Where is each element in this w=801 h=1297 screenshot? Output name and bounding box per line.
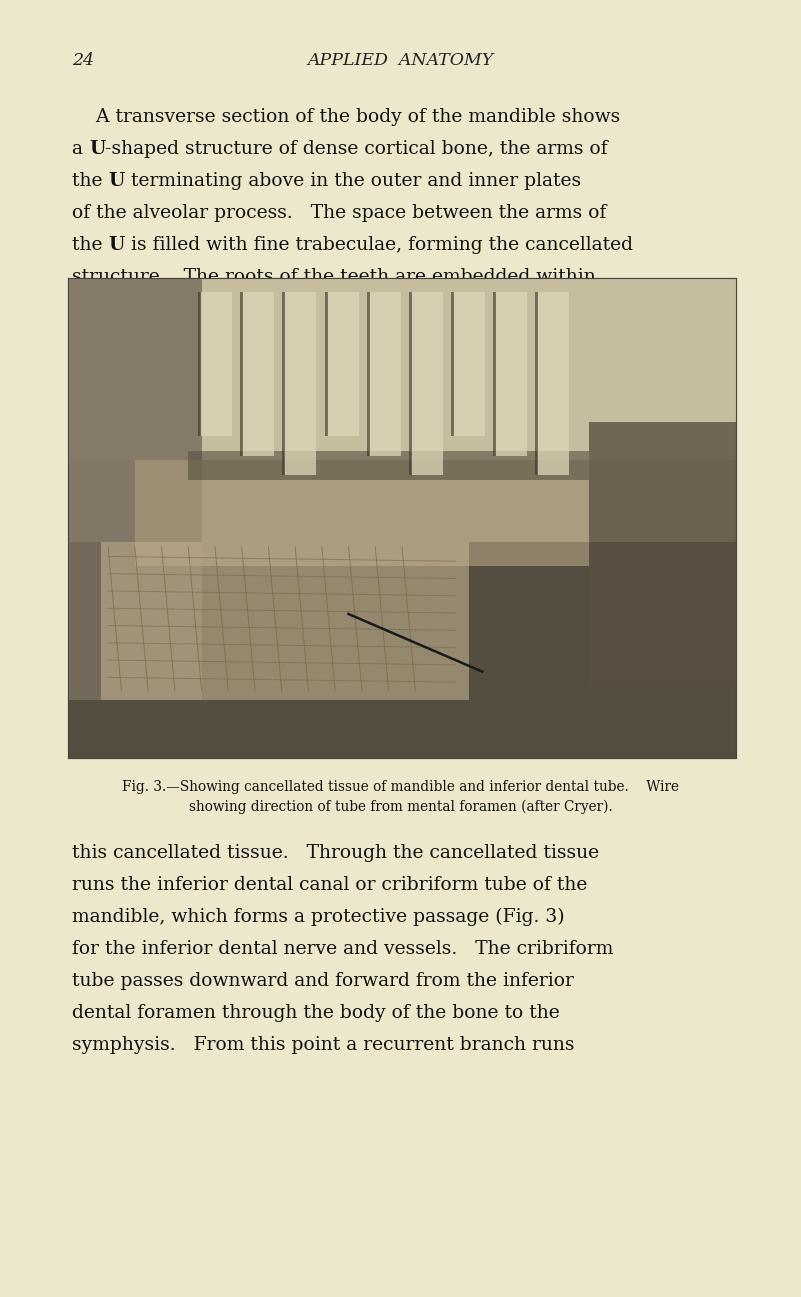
Text: the: the [72, 236, 108, 254]
Bar [451, 292, 453, 436]
Bar [243, 292, 275, 455]
Text: tube passes downward and forward from the inferior: tube passes downward and forward from th… [72, 971, 574, 990]
Bar [199, 292, 201, 436]
Text: a: a [72, 140, 89, 158]
Text: 24: 24 [72, 52, 94, 69]
Bar [495, 292, 527, 455]
Text: mandible, which forms a protective passage (Fig. 3): mandible, which forms a protective passa… [72, 908, 565, 926]
Text: APPLIED  ANATOMY: APPLIED ANATOMY [308, 52, 493, 69]
Text: terminating above in the outer and inner plates: terminating above in the outer and inner… [125, 173, 581, 189]
Text: U: U [89, 140, 105, 158]
Text: runs the inferior dental canal or cribriform tube of the: runs the inferior dental canal or cribri… [72, 875, 587, 894]
Text: Fig. 3.—Showing cancellated tissue of mandible and inferior dental tube.    Wire: Fig. 3.—Showing cancellated tissue of ma… [122, 779, 679, 794]
Bar [283, 292, 285, 475]
Bar [535, 292, 538, 475]
Bar [68, 278, 736, 460]
Bar [537, 292, 569, 475]
Text: symphysis.   From this point a recurrent branch runs: symphysis. From this point a recurrent b… [72, 1036, 574, 1054]
Bar [327, 292, 359, 436]
Text: A transverse section of the body of the mandible shows: A transverse section of the body of the … [72, 108, 620, 126]
Bar [240, 292, 244, 455]
Bar [324, 292, 328, 436]
Bar [68, 278, 202, 700]
Bar [411, 292, 443, 475]
Text: this cancellated tissue.   Through the cancellated tissue: this cancellated tissue. Through the can… [72, 844, 599, 863]
Text: U: U [108, 173, 125, 189]
Bar [68, 278, 736, 757]
Bar [453, 292, 485, 436]
Bar [284, 292, 316, 475]
Bar [135, 460, 589, 565]
Bar [367, 292, 369, 455]
Bar [493, 292, 496, 455]
Text: structure.   The roots of the teeth are embedded within: structure. The roots of the teeth are em… [72, 268, 596, 287]
Text: U: U [108, 236, 125, 254]
Bar [368, 292, 400, 455]
Text: the: the [72, 173, 108, 189]
Text: for the inferior dental nerve and vessels.   The cribriform: for the inferior dental nerve and vessel… [72, 940, 614, 958]
Bar [188, 451, 589, 480]
Text: -shaped structure of dense cortical bone, the arms of: -shaped structure of dense cortical bone… [105, 140, 608, 158]
Bar [102, 542, 469, 700]
Text: showing direction of tube from mental foramen (after Cryer).: showing direction of tube from mental fo… [188, 800, 613, 815]
Bar [68, 542, 736, 757]
Bar [409, 292, 412, 475]
Text: dental foramen through the body of the bone to the: dental foramen through the body of the b… [72, 1004, 560, 1022]
Text: is filled with fine trabeculae, forming the cancellated: is filled with fine trabeculae, forming … [125, 236, 633, 254]
Bar [589, 422, 736, 686]
Text: of the alveolar process.   The space between the arms of: of the alveolar process. The space betwe… [72, 204, 606, 222]
Bar [200, 292, 232, 436]
